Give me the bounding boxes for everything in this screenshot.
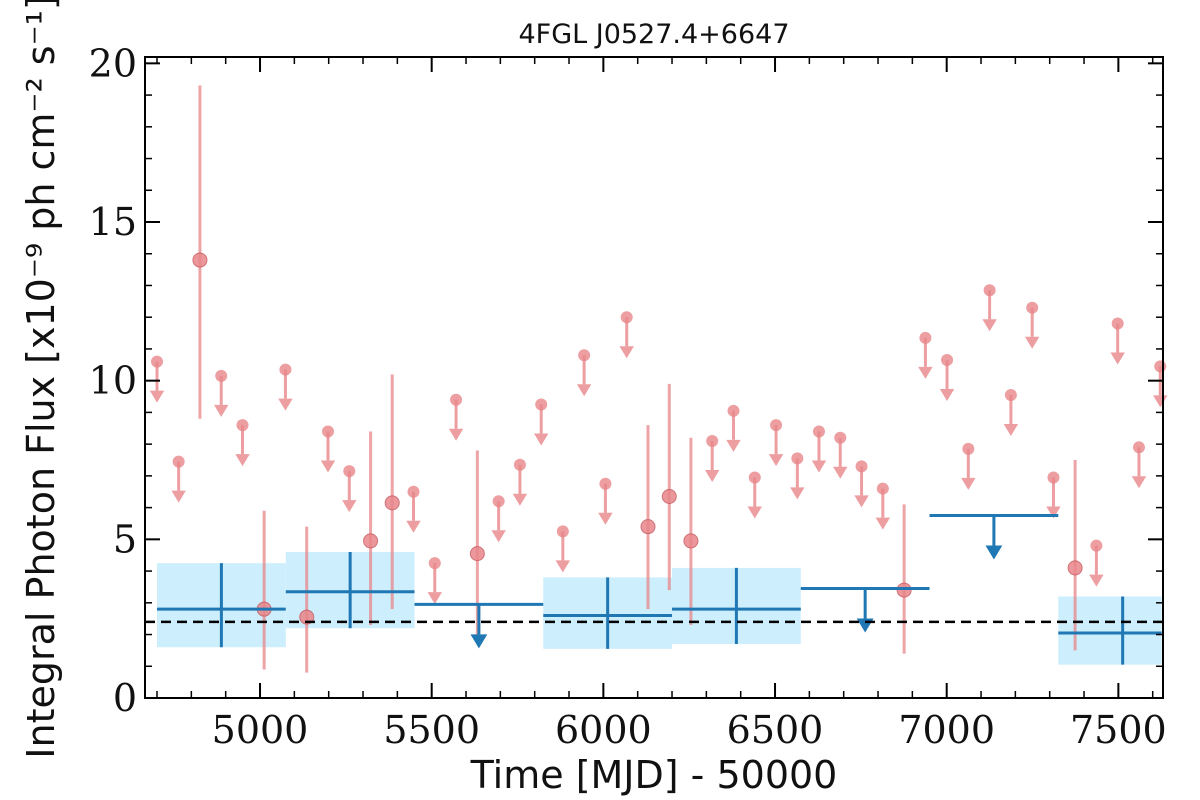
fine-bin-upper-limit-arrow-head <box>235 454 250 467</box>
fine-bin-point <box>192 252 208 268</box>
fine-bin-upper-limit-arrow-head <box>534 433 549 446</box>
fine-bin-point <box>299 609 315 625</box>
fine-bin-upper-limit-arrow-head <box>811 460 827 473</box>
fine-bin-upper-limit-arrow-head <box>576 384 592 397</box>
fine-bin-upper-limit-arrow-head <box>491 530 506 543</box>
fine-bin-upper-limit-arrow-head <box>598 512 613 525</box>
y-tick-label: 10 <box>89 359 137 403</box>
fine-bin-upper-limit-arrow-head <box>982 319 997 332</box>
x-tick-label: 7000 <box>898 708 995 752</box>
chart-title: 4FGL J0527.4+6647 <box>518 19 789 50</box>
fine-bin-upper-limit-arrow-head <box>1046 506 1061 519</box>
fine-bin-upper-limit-arrow-head <box>214 404 229 417</box>
fine-bin-upper-limit-arrow-head <box>555 560 571 573</box>
fine-bin-upper-limit-arrow-head <box>512 493 528 506</box>
fine-bin-upper-limit-arrow-head <box>1131 476 1147 489</box>
y-tick-label: 0 <box>113 676 137 720</box>
y-tick-label: 5 <box>113 517 137 561</box>
fine-bin-point <box>661 488 677 504</box>
fine-bin-upper-limit-arrow-head <box>149 390 165 403</box>
coarse-bin-upper-limit-arrow-head <box>985 545 1003 560</box>
fine-bin-point <box>384 495 400 511</box>
plot-area: 5000 5500 6000 6500 7000 7500 0 5 10 15 20 <box>89 41 1168 752</box>
fine-bin-upper-limit-arrow-head <box>875 517 891 530</box>
fine-bin-upper-limit-arrow-head <box>1153 395 1168 408</box>
fine-bin-upper-limit-arrow-head <box>171 490 186 503</box>
y-tick-label: 15 <box>89 200 137 244</box>
fine-bin-point <box>640 519 656 535</box>
fine-bin-upper-limit-arrow-head <box>768 454 784 467</box>
fine-bin-upper-limit-arrow-head <box>320 460 336 473</box>
x-tick-label: 6500 <box>727 708 824 752</box>
fine-bin-upper-limit-arrow-head <box>747 506 762 519</box>
fine-bin-upper-limit-arrow-head <box>448 428 464 441</box>
fine-bin-upper-limit-arrow-head <box>342 500 357 513</box>
fine-bin-upper-limit-arrow-head <box>833 466 848 479</box>
fine-bin-upper-limit-arrow-head <box>918 366 933 379</box>
fine-bin-upper-limit-arrow-head <box>1003 423 1019 436</box>
x-axis-label: Time [MJD] - 50000 <box>470 753 838 797</box>
fine-bin-point <box>896 582 912 598</box>
plot-frame <box>144 56 1164 699</box>
fine-bin-upper-limit-arrow-head <box>1110 352 1125 365</box>
fine-bin-upper-limit-arrow-head <box>406 520 421 533</box>
x-tick-label: 7500 <box>1070 708 1167 752</box>
fine-bin-point <box>1067 560 1083 576</box>
fine-bin-point <box>363 533 379 549</box>
fine-bin-upper-limit-arrow-head <box>1089 574 1104 587</box>
fine-bin-upper-limit-arrow-head <box>1024 336 1040 349</box>
fine-bin-point <box>469 546 485 562</box>
x-tick-label: 5500 <box>383 708 480 752</box>
fine-bin-upper-limit-arrow-head <box>619 346 634 359</box>
x-tick-label: 5000 <box>212 708 309 752</box>
fine-bin-point <box>683 533 699 549</box>
fine-bin-upper-limit-arrow-head <box>726 439 741 452</box>
fine-bin-upper-limit-arrow-head <box>704 469 720 482</box>
y-axis-label: Integral Photon Flux [x10⁻⁹ ph cm⁻² s⁻¹] <box>19 0 63 759</box>
fine-bin-upper-limit-arrow-head <box>278 398 293 411</box>
x-tick-label: 6000 <box>555 708 652 752</box>
coarse-bin-upper-limit-arrow-head <box>470 634 488 649</box>
fine-bin-upper-limit-arrow-head <box>427 592 442 605</box>
fine-bin-upper-limit-arrow-head <box>939 389 955 402</box>
fine-bin-upper-limit-arrow-head <box>854 495 869 508</box>
fine-bin-upper-limit-arrow-head <box>961 477 976 490</box>
y-tick-label: 20 <box>89 41 137 85</box>
fine-bin-upper-limit-arrow-head <box>790 487 805 500</box>
